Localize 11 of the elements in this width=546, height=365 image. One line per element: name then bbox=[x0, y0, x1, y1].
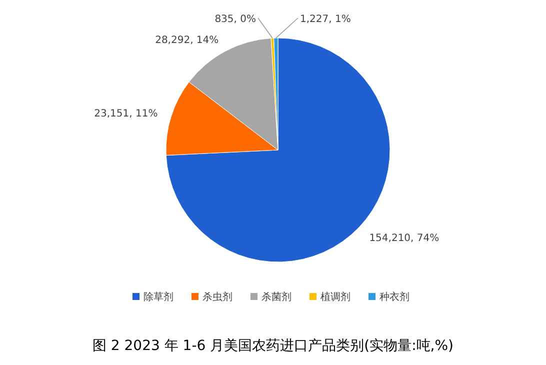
data-label: 154,210, 74% bbox=[369, 232, 440, 244]
data-label: 1,227, 1% bbox=[300, 14, 351, 25]
legend-label: 除草剂 bbox=[144, 291, 174, 303]
legend-label: 种衣剂 bbox=[380, 291, 410, 303]
data-label: 28,292, 14% bbox=[155, 34, 219, 46]
legend-label: 杀菌剂 bbox=[262, 291, 292, 303]
legend-label: 植调剂 bbox=[320, 291, 350, 303]
data-label: 835, 0% bbox=[214, 14, 256, 25]
data-label: 23,151, 11% bbox=[94, 108, 158, 120]
text: 图 2 2023 年 1-6 月美国农药进口产品类别(实物量:吨,%) bbox=[92, 338, 454, 354]
legend-label: 杀虫剂 bbox=[202, 291, 232, 303]
